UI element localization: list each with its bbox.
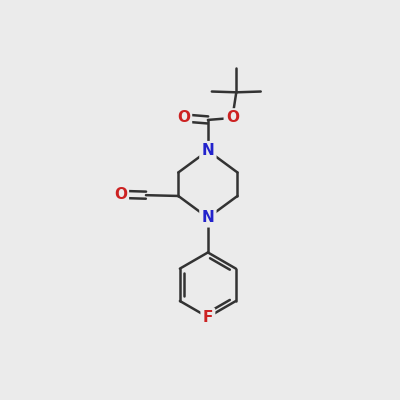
Text: O: O: [226, 110, 239, 126]
Text: O: O: [114, 187, 127, 202]
Text: N: N: [202, 143, 214, 158]
Text: O: O: [177, 110, 190, 126]
Text: N: N: [202, 210, 214, 225]
Text: F: F: [203, 310, 213, 325]
